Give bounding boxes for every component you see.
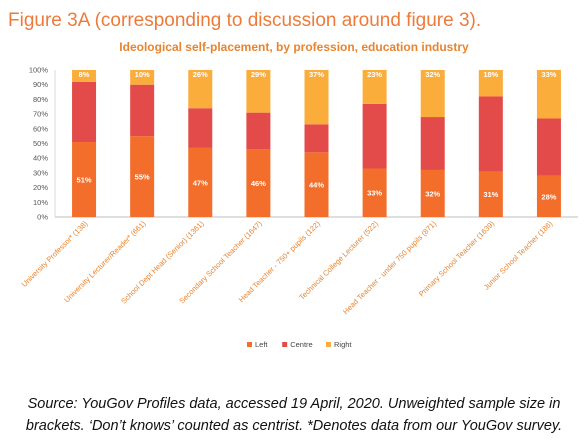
- bar-segment-centre: [188, 108, 213, 148]
- data-label-right: 8%: [79, 70, 90, 79]
- legend-swatch-centre: [282, 342, 288, 347]
- data-label-right: 32%: [425, 70, 440, 79]
- data-label-left: 28%: [541, 192, 556, 201]
- chart-title: Ideological self-placement, by professio…: [119, 40, 469, 54]
- source-note-line-1: Source: YouGov Profiles data, accessed 1…: [27, 396, 561, 412]
- bar-segment-centre: [246, 112, 271, 150]
- data-label-left: 32%: [425, 189, 440, 198]
- bar-segment-right: [130, 70, 155, 85]
- data-label-left: 47%: [193, 178, 208, 187]
- data-label-right: 10%: [135, 70, 150, 79]
- figure-title: Figure 3A (corresponding to discussion a…: [8, 10, 482, 31]
- bar-segment-right: [246, 70, 271, 113]
- bar-segment-left: [478, 171, 503, 217]
- data-label-right: 23%: [367, 70, 382, 79]
- legend-swatch-left: [247, 342, 252, 347]
- bar-segment-right: [304, 70, 329, 125]
- legend-swatch-right: [326, 342, 331, 347]
- source-note-line-2: brackets. ‘Don’t knows’ counted as centr…: [25, 418, 563, 434]
- bar-segment-centre: [536, 118, 561, 176]
- y-tick-label: 0%: [37, 213, 48, 222]
- data-label-left: 46%: [251, 179, 266, 188]
- bar-segment-left: [130, 136, 155, 217]
- bar-segment-left: [362, 168, 387, 217]
- bar-segment-right: [188, 70, 213, 109]
- y-tick-label: 30%: [33, 168, 48, 177]
- bar-segment-centre: [420, 117, 445, 170]
- data-label-left: 31%: [483, 190, 498, 199]
- y-tick-label: 20%: [33, 183, 48, 192]
- y-tick-label: 50%: [33, 139, 48, 148]
- x-tick-label: Head Teacher - under 750 pupils (871): [341, 219, 438, 316]
- data-label-right: 26%: [193, 70, 208, 79]
- data-label-left: 55%: [135, 173, 150, 182]
- data-label-right: 37%: [309, 70, 324, 79]
- bar-segment-right: [536, 70, 561, 119]
- y-tick-label: 60%: [33, 124, 48, 133]
- bar-segment-centre: [304, 124, 329, 153]
- y-tick-label: 100%: [29, 66, 49, 75]
- data-label-left: 33%: [367, 189, 382, 198]
- legend-label-right: Right: [334, 340, 352, 349]
- y-tick-label: 70%: [33, 110, 48, 119]
- stacked-bar-chart: 0% 10% 20% 30% 40% 50% 60% 70% 80% 90% 100% 51% 8% Un…: [20, 66, 578, 349]
- bar-segment-right: [362, 70, 387, 104]
- bar-segment-left: [420, 169, 445, 217]
- data-label-right: 29%: [251, 70, 266, 79]
- data-label-right: 18%: [483, 70, 498, 79]
- y-tick-label: 80%: [33, 95, 48, 104]
- legend-label-centre: Centre: [290, 340, 313, 349]
- x-tick-label: Junior School Teacher (186): [482, 219, 555, 292]
- y-tick-label: 90%: [33, 80, 48, 89]
- y-tick-label: 40%: [33, 154, 48, 163]
- bar-segment-centre: [478, 96, 503, 172]
- bar-segment-centre: [130, 84, 155, 137]
- bar-segment-left: [536, 175, 561, 217]
- bar-segment-right: [478, 70, 503, 97]
- bar-segment-right: [420, 70, 445, 118]
- bar-segment-left: [246, 149, 271, 217]
- y-tick-label: 10%: [33, 198, 48, 207]
- bar-segment-left: [188, 147, 213, 217]
- bar-segment-centre: [72, 81, 97, 143]
- bar-segment-centre: [362, 103, 387, 169]
- x-tick-label: University Professor* (138): [20, 219, 90, 289]
- bar-segment-left: [304, 152, 329, 217]
- data-label-right: 33%: [541, 70, 556, 79]
- legend-label-left: Left: [255, 340, 268, 349]
- data-label-left: 51%: [77, 176, 92, 185]
- bar-segment-right: [72, 70, 97, 82]
- bar-segment-left: [72, 142, 97, 217]
- data-label-left: 44%: [309, 181, 324, 190]
